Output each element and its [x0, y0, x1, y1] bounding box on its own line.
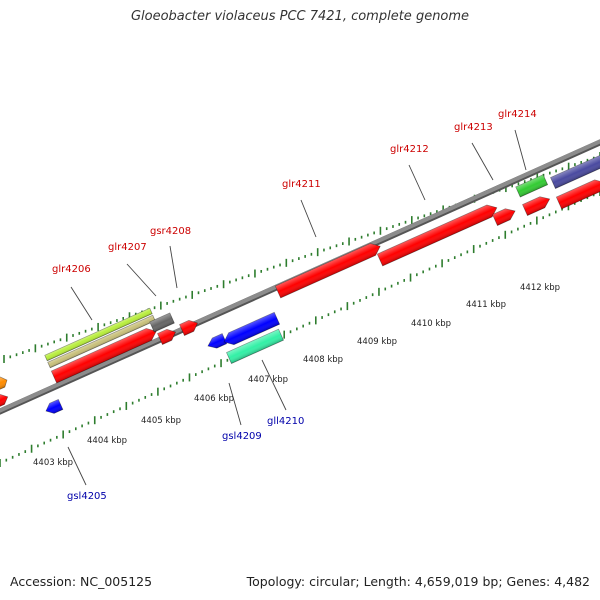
gene-arrow-shading: [224, 312, 280, 345]
glr4206: [50, 328, 157, 384]
gene-label-glr4212: glr4212: [390, 144, 429, 155]
glr4212: [376, 204, 498, 267]
glr4213: [492, 208, 516, 226]
gene-arrow-shading: [179, 320, 198, 336]
gene-arrow-shading: [275, 243, 381, 298]
gene-arrow-shading: [0, 394, 8, 409]
feature-bar-shading: [47, 315, 156, 368]
kbp-tick-label: 4403 kbp: [33, 458, 73, 468]
gene-arrow-shading: [51, 328, 157, 383]
gene-label-glr4207: glr4207: [108, 242, 147, 253]
kbp-tick-label: 4412 kbp: [520, 283, 560, 293]
feature-track: [0, 154, 600, 414]
feature-gray: [149, 312, 175, 333]
feature-green: [515, 174, 549, 198]
kbp-tick-label: 4406 kbp: [194, 394, 234, 404]
glr4214: [522, 196, 551, 216]
page-title: Gloeobacter violaceus PCC 7421, complete…: [130, 9, 470, 24]
gene-right-edge-red: [555, 179, 600, 210]
genome-summary: Topology: circular; Length: 4,659,019 bp…: [246, 574, 590, 589]
gll4210: [223, 311, 281, 346]
feature-slateblue: [550, 154, 600, 189]
gene-arrow-shading: [377, 205, 497, 266]
gene-arrow-shading: [0, 377, 7, 391]
rna-feature-yellowgreen: [44, 307, 153, 362]
feature-bar-shading: [44, 308, 153, 361]
kbp-tick-label: 4409 kbp: [357, 337, 397, 347]
glr4211: [274, 243, 381, 299]
kbp-tick-label: 4405 kbp: [141, 416, 181, 426]
gene-arrow-shading: [556, 179, 600, 209]
gsl4209: [207, 333, 228, 349]
leader-line: [67, 446, 87, 486]
gsl4205: [45, 398, 64, 414]
feature-bar-shading: [226, 329, 284, 364]
gene-label-gsl4209: gsl4209: [222, 431, 262, 442]
kbp-tick-label: 4404 kbp: [87, 436, 127, 446]
gene-label-glr4214: glr4214: [498, 109, 537, 120]
kbp-tick-label: 4411 kbp: [466, 300, 506, 310]
feature-bar-shading: [515, 174, 548, 198]
leader-line: [70, 286, 93, 321]
gene-labels: 4403 kbp 4404 kbp 4405 kbp 4406 kbp 4407 kbp…: [33, 109, 560, 502]
rna-feature-khaki: [47, 314, 156, 369]
gene-label-glr4213: glr4213: [454, 122, 493, 133]
gene-label-glr4211: glr4211: [282, 179, 321, 190]
gene-label-glr4206: glr4206: [52, 264, 91, 275]
feature-bar-shading: [550, 155, 600, 189]
leader-line: [126, 263, 157, 297]
label-leader-lines: [67, 129, 527, 486]
gene-arrow-shading: [46, 399, 63, 414]
kbp-tick-label: 4410 kbp: [411, 319, 451, 329]
leader-line: [300, 199, 317, 238]
gene-arrow-shading: [522, 196, 550, 216]
gene-arrow-shading: [157, 329, 176, 345]
feature-aquamarine: [226, 328, 284, 364]
gsr4208: [179, 319, 198, 336]
gene-label-gsr4208: gsr4208: [150, 226, 191, 237]
leader-line: [471, 142, 494, 181]
gene-label-gsl4205: gsl4205: [67, 491, 107, 502]
leader-line: [169, 245, 178, 289]
leader-line: [408, 164, 426, 201]
leader-line: [261, 359, 287, 411]
kbp-tick-label: 4408 kbp: [303, 355, 343, 365]
accession-label: Accession: NC_005125: [10, 574, 153, 589]
gene-left-edge-red: [0, 393, 9, 409]
gene-arrow-shading: [492, 208, 516, 226]
gene-arrow-shading: [208, 333, 227, 349]
gene-label-gll4210: gll4210: [267, 416, 304, 427]
leader-line: [228, 382, 242, 426]
gene-left-edge-orange: [0, 376, 8, 391]
leader-line: [514, 129, 527, 171]
glr4207: [157, 328, 176, 345]
kbp-tick-label: 4407 kbp: [248, 375, 288, 385]
feature-bar-shading: [149, 312, 175, 333]
